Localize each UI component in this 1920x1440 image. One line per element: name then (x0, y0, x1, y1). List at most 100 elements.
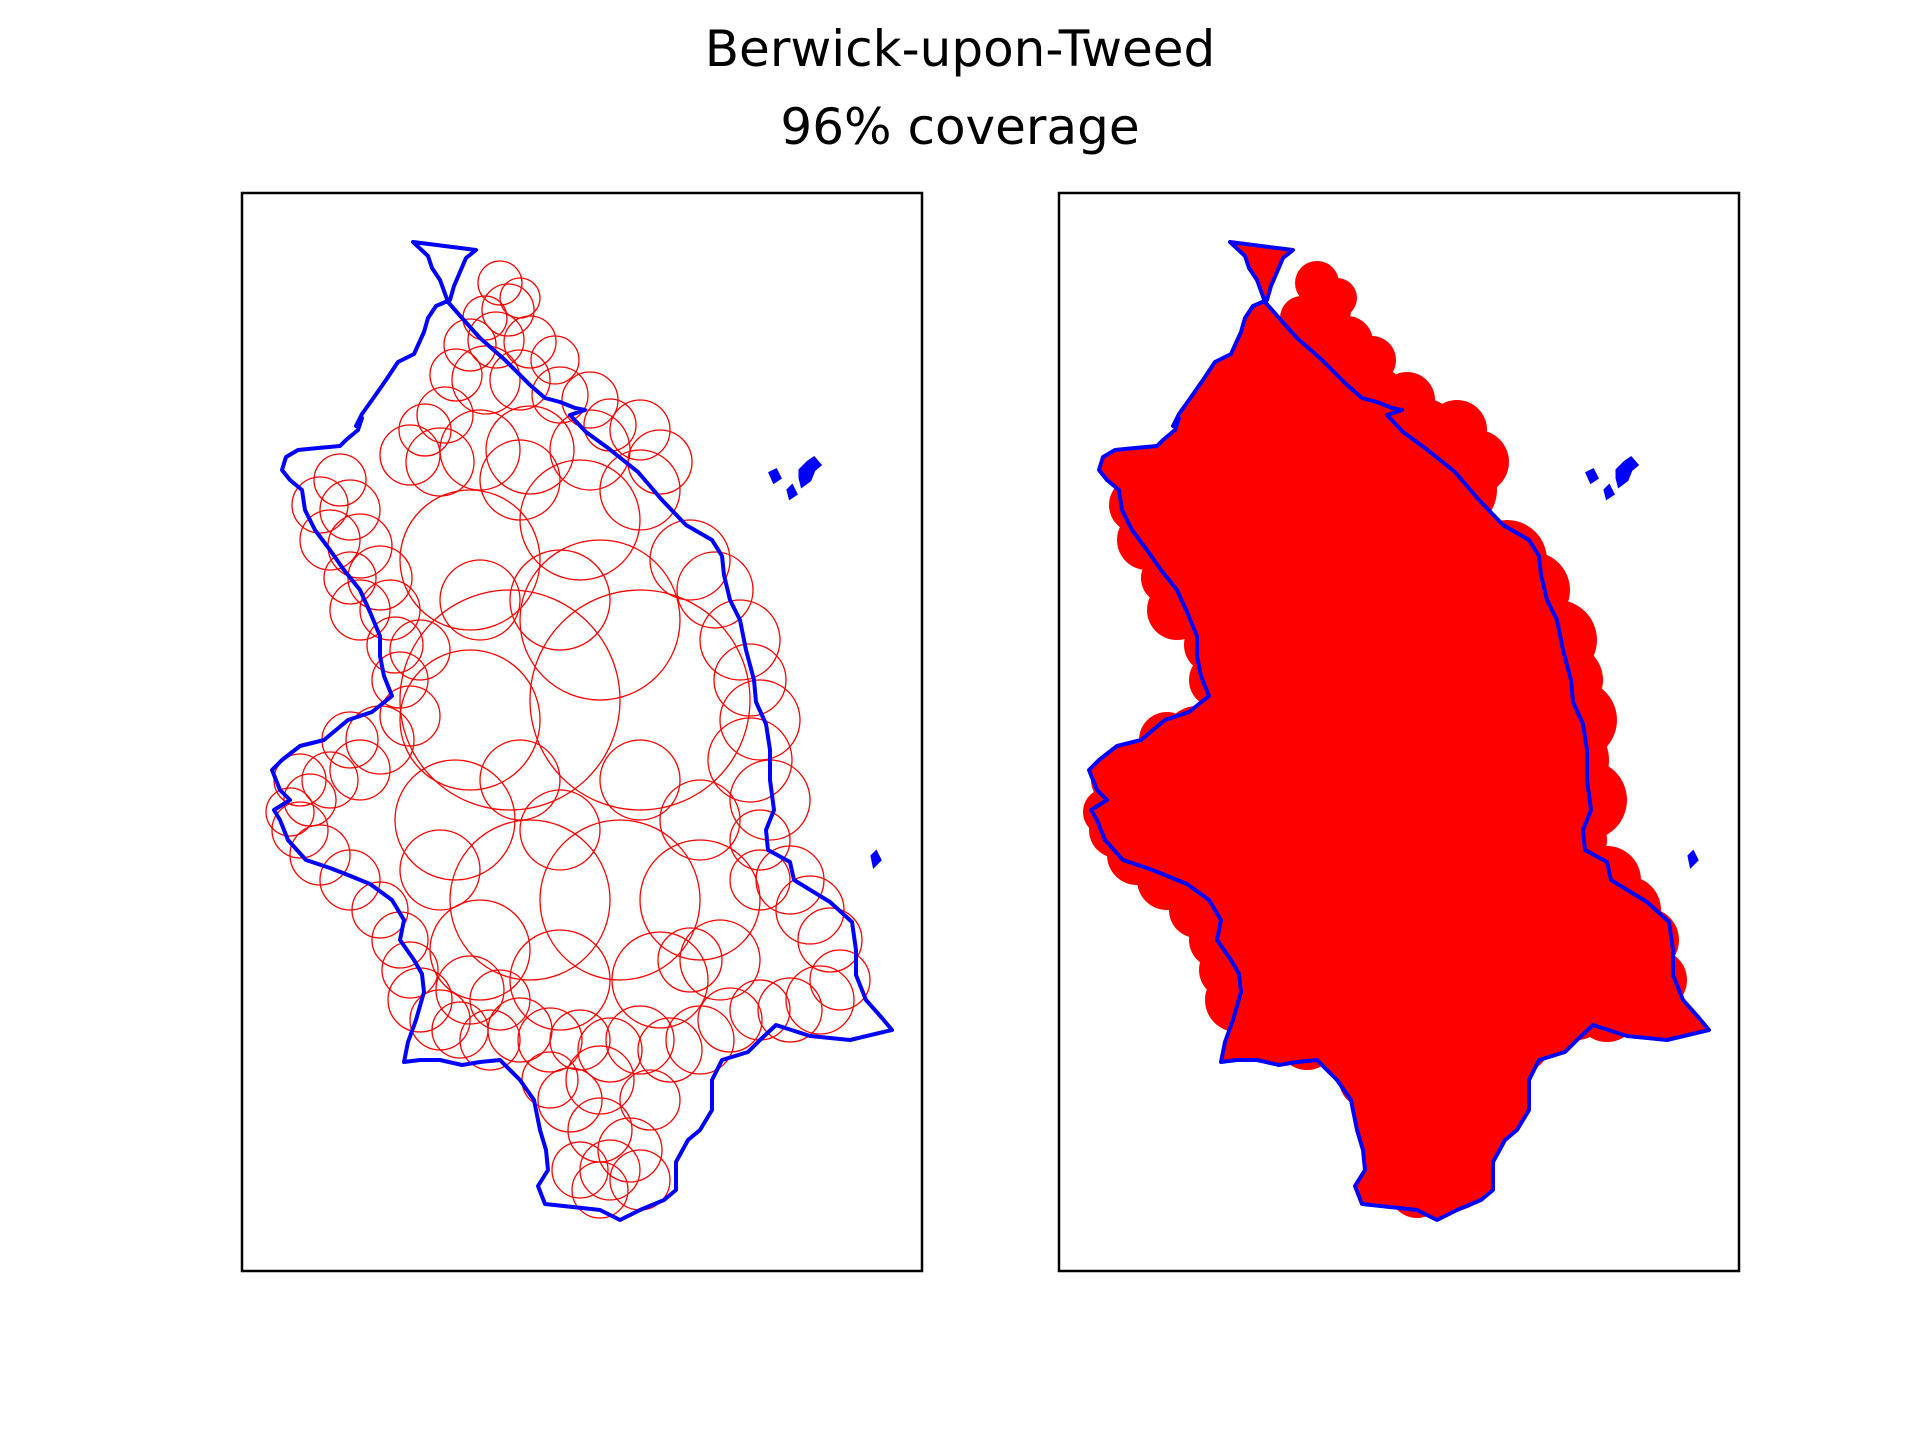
cover-disc-111 (1475, 928, 1539, 992)
cover-disc-107 (1477, 780, 1557, 860)
cover-circle-64 (577, 1017, 643, 1083)
cover-circle-112 (435, 955, 505, 1025)
cover-circle-19 (416, 386, 474, 444)
cover-circle-5 (467, 311, 525, 369)
cover-circle-80 (329, 739, 391, 801)
cover-circle-77 (271, 801, 329, 859)
cover-circle-96 (597, 1117, 663, 1183)
chart-title: Berwick-upon-Tweed (704, 20, 1216, 78)
cover-circle-13 (561, 371, 619, 429)
cover-circle-42 (399, 589, 621, 811)
cover-circle-105 (519, 789, 601, 871)
cover-circle-72 (381, 941, 439, 999)
cover-circle-86 (449, 819, 611, 981)
cover-circle-52 (729, 809, 791, 871)
cover-circle-46 (676, 551, 754, 629)
cover-circle-41 (519, 539, 681, 701)
cover-circle-76 (289, 824, 351, 886)
island-4 (870, 849, 882, 870)
cover-circle-90 (509, 929, 611, 1031)
cover-circle-79 (301, 751, 359, 809)
cover-circle-43 (529, 589, 751, 811)
cover-circle-37 (389, 619, 451, 681)
cover-disc-109 (1327, 550, 1427, 650)
cover-circle-102 (619, 1069, 681, 1131)
cover-disc-113 (1287, 970, 1347, 1030)
island-3 (798, 456, 823, 489)
cover-circle-109 (509, 549, 611, 651)
cover-circle-113 (469, 969, 531, 1031)
cover-circle-89 (429, 899, 531, 1001)
cover-circle-54 (775, 875, 845, 945)
cover-circle-48 (713, 643, 787, 717)
cover-disc-43 (1347, 590, 1567, 810)
cover-circle-101 (521, 1051, 579, 1109)
cover-disc-102 (1437, 1070, 1497, 1130)
panel-2 (1057, 191, 1741, 1273)
cover-circle-40 (519, 459, 641, 581)
cover-circle-87 (539, 819, 701, 981)
island-1 (768, 467, 782, 485)
cover-circle-70 (409, 989, 471, 1051)
cover-circle-68 (459, 1009, 521, 1071)
cover-circle-100 (571, 1161, 629, 1219)
cover-disc-104 (1217, 830, 1297, 910)
chart-subtitle: 96% coverage (780, 98, 1140, 156)
cover-circle-47 (699, 599, 781, 681)
region-outline (270, 240, 894, 1222)
island-3 (1615, 456, 1640, 489)
cover-circle-103 (479, 739, 561, 821)
cover-circle-34 (366, 616, 424, 674)
cover-circle-62 (637, 1017, 703, 1083)
cover-disc-106 (1417, 740, 1497, 820)
cover-circle-63 (605, 1005, 675, 1075)
cover-circle-111 (657, 927, 723, 993)
cover-circle-9 (451, 345, 521, 415)
cover-circle-84 (265, 787, 315, 837)
island-2 (1603, 483, 1615, 501)
cover-circle-91 (611, 931, 709, 1029)
cover-circle-58 (757, 977, 823, 1043)
cover-circle-10 (489, 349, 551, 411)
cover-circle-22 (405, 427, 475, 497)
cover-circle-44 (399, 649, 541, 791)
cover-disc-82 (1139, 712, 1195, 768)
panel-1 (240, 191, 924, 1273)
cover-circle-33 (359, 579, 421, 641)
island-1 (1585, 467, 1599, 485)
cover-circle-11 (530, 335, 580, 385)
cover-disc-84 (1083, 788, 1131, 836)
cover-circle-104 (399, 829, 481, 911)
cover-circle-26 (291, 476, 349, 534)
cover-circle-49 (719, 679, 801, 761)
cover-disc-100 (1389, 1162, 1445, 1218)
cover-circle-56 (809, 949, 871, 1011)
cover-disc-90 (1327, 930, 1427, 1030)
cover-disc-110 (1547, 850, 1607, 910)
cover-circle-98 (551, 1141, 609, 1199)
cover-disc-101 (1339, 1052, 1395, 1108)
cover-circle-36 (379, 685, 441, 747)
cover-circle-7 (443, 318, 497, 372)
cover-circle-60 (697, 987, 763, 1053)
cover-circle-24 (485, 405, 575, 495)
cover-circle-97 (579, 1139, 641, 1201)
cover-circle-27 (319, 479, 381, 541)
cover-disc-108 (1257, 560, 1337, 640)
cover-circle-55 (797, 907, 863, 973)
island-4 (1687, 849, 1699, 870)
cover-circle-106 (599, 739, 681, 821)
cover-circle-66 (517, 1007, 583, 1073)
cover-circle-6 (503, 315, 557, 369)
cover-circle-50 (707, 717, 793, 803)
region-outline (1087, 240, 1711, 1222)
filled-cover (1083, 242, 1709, 1220)
island-2 (786, 483, 798, 501)
cover-circle-108 (439, 559, 521, 641)
panel-frame (1057, 191, 1741, 1273)
cover-circle-32 (329, 579, 391, 641)
panel-frame (240, 191, 924, 1273)
cover-circle-8 (429, 348, 483, 402)
cover-circle-53 (755, 845, 825, 915)
